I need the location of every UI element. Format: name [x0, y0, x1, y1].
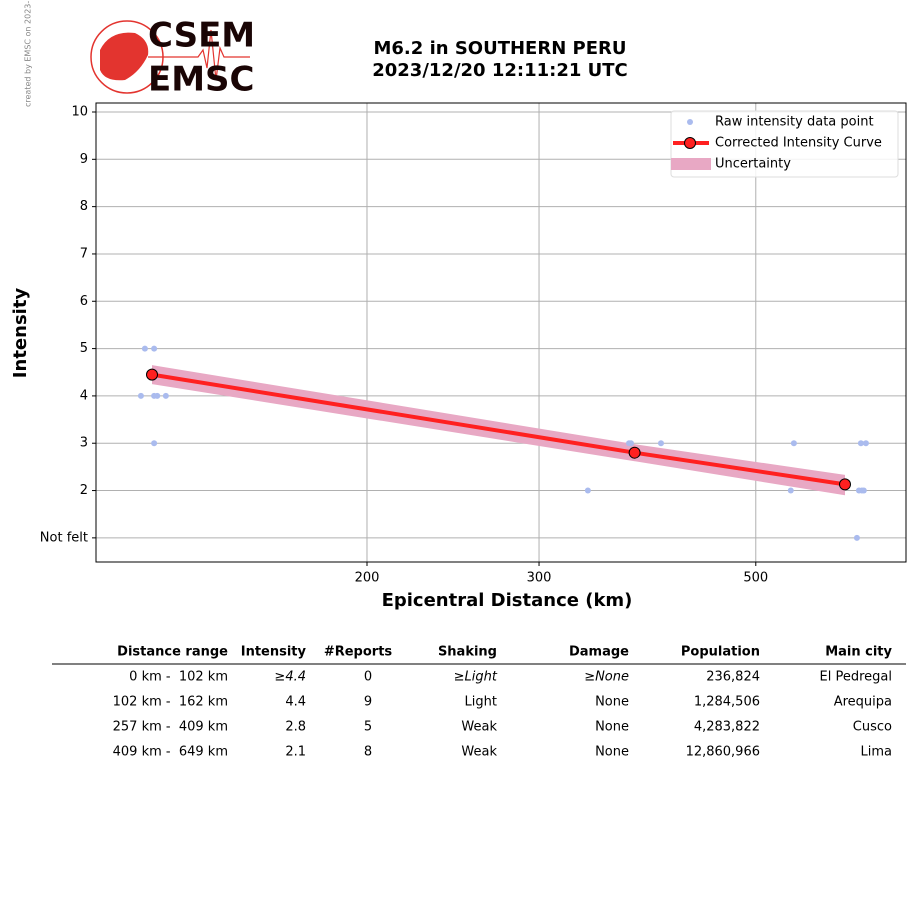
data-point [790, 440, 797, 447]
y-tick-label: 7 [80, 246, 88, 261]
table-cell: Arequipa [834, 695, 892, 710]
table-cell: 102 km - 162 km [113, 695, 228, 710]
data-point [162, 392, 169, 399]
y-tick-label: 2 [80, 483, 88, 498]
curve-marker [838, 478, 851, 491]
table-cell: Light [465, 695, 497, 710]
table-header: Intensity [241, 645, 307, 660]
table-cell: 257 km - 409 km [113, 720, 228, 735]
table-cell: Weak [461, 745, 497, 760]
data-point [787, 487, 794, 494]
table-cell: 9 [364, 695, 372, 710]
data-point [862, 440, 869, 447]
table-cell: 0 [364, 670, 372, 685]
table-cell: ≥4.4 [274, 670, 306, 685]
table-header: Shaking [438, 645, 497, 660]
chart-subtitle: 2023/12/20 12:11:21 UTC [372, 60, 628, 81]
table-cell: 236,824 [706, 670, 760, 685]
table-cell: 4.4 [285, 695, 306, 710]
data-point [151, 440, 158, 447]
plot-area: Not felt 2 3 4 5 6 7 8 9 10 200 300 500 Raw intensity… [40, 102, 907, 586]
data-point [584, 487, 591, 494]
table-header: Distance range [117, 645, 228, 660]
table-cell: 2.8 [285, 720, 306, 735]
table-header: Population [681, 645, 760, 660]
table-cell: Weak [461, 720, 497, 735]
y-tick-label: 10 [71, 104, 88, 119]
table-cell: Lima [861, 745, 892, 760]
table: Distance range Intensity #Reports Shaking Da… [52, 645, 906, 760]
table-cell: 409 km - 649 km [113, 745, 228, 760]
y-tick-label: 8 [80, 199, 88, 214]
data-point [657, 440, 664, 447]
data-point [137, 392, 144, 399]
data-point [853, 534, 860, 541]
table-cell: None [595, 720, 629, 735]
y-tick-label: 5 [80, 341, 88, 356]
table-cell: 8 [364, 745, 372, 760]
x-tick-label: 300 [527, 571, 552, 586]
table-cell: 0 km - 102 km [129, 670, 228, 685]
plot-frame [95, 102, 907, 563]
table-header: Damage [569, 645, 629, 660]
table-cell: 1,284,506 [694, 695, 760, 710]
table-cell: None [595, 695, 629, 710]
legend-marker [687, 119, 693, 125]
logo-text: EMSC [148, 60, 255, 100]
y-tick-label: 6 [80, 294, 88, 309]
data-point [154, 392, 161, 399]
table-cell: 5 [364, 720, 372, 735]
y-axis-label: Intensity [10, 288, 31, 379]
y-tick-label: 9 [80, 152, 88, 167]
table-cell: Cusco [853, 720, 892, 735]
table-header: Main city [825, 645, 892, 660]
credit: created by EMSC on 2023-12-20 17:42:07 U… [24, 0, 33, 107]
legend-label: Uncertainty [715, 157, 791, 172]
table-cell: ≥None [584, 670, 629, 685]
curve [151, 372, 846, 487]
data-point [141, 345, 148, 352]
data-point [860, 487, 867, 494]
table-cell: 4,283,822 [694, 720, 760, 735]
logo: CSEM EMSC [90, 16, 255, 100]
chart-title: M6.2 in SOUTHERN PERU [374, 38, 627, 59]
data-point [857, 440, 864, 447]
table-cell: None [595, 745, 629, 760]
table-header: #Reports [324, 645, 393, 660]
x-axis-label: Epicentral Distance (km) [382, 590, 633, 611]
legend-marker [671, 158, 711, 170]
table-cell: 12,860,966 [686, 745, 760, 760]
x-tick-label: 200 [355, 571, 380, 586]
y-tick-label: 4 [80, 388, 88, 403]
x-tick-label: 500 [743, 571, 768, 586]
data-point [627, 440, 634, 447]
data-point [151, 345, 158, 352]
curve-marker [146, 368, 159, 381]
table-cell: El Pedregal [820, 670, 892, 685]
legend-label: Corrected Intensity Curve [715, 136, 882, 151]
legend-marker [684, 137, 696, 149]
legend-box [670, 110, 899, 178]
curve-marker [628, 446, 641, 459]
legend-label: Raw intensity data point [715, 115, 874, 130]
table-cell: ≥Light [454, 670, 498, 685]
y-tick-label: 3 [80, 436, 88, 451]
y-tick-label: Not felt [40, 530, 88, 545]
logo-text: CSEM [148, 16, 255, 56]
table-cell: 2.1 [285, 745, 306, 760]
